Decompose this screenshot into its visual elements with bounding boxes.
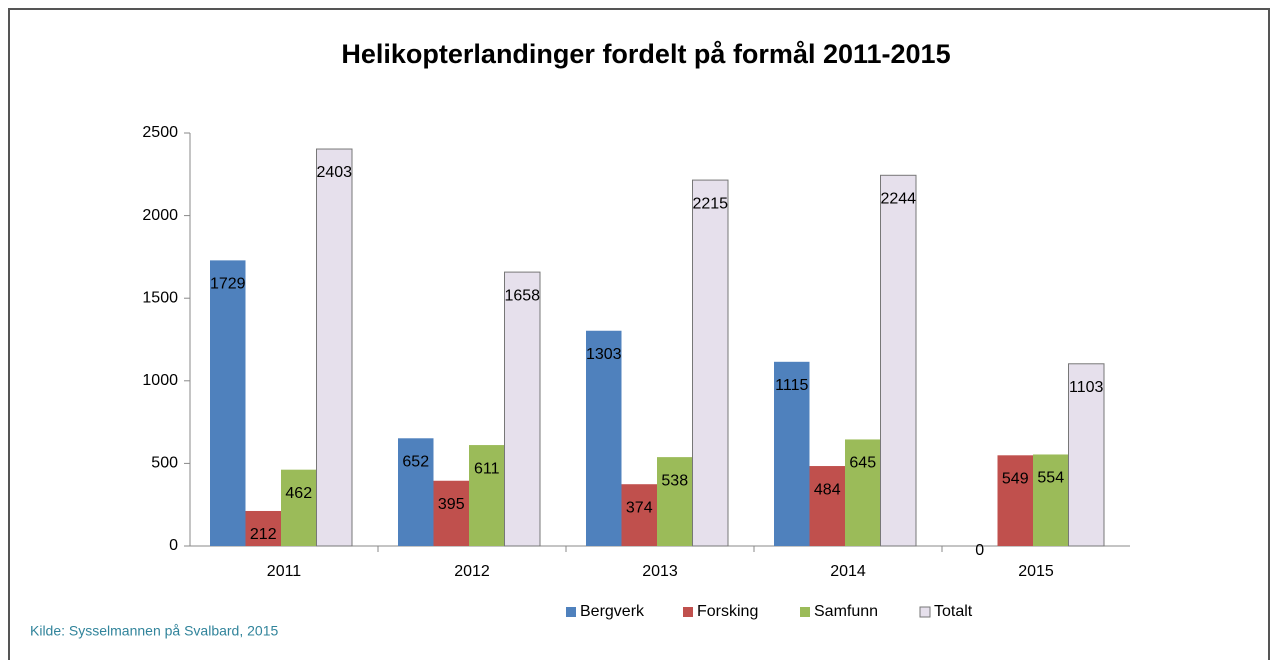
data-label: 484 xyxy=(814,481,841,498)
data-label: 1115 xyxy=(775,377,808,394)
bar xyxy=(621,484,657,546)
bar xyxy=(469,445,505,546)
data-label: 645 xyxy=(849,455,876,472)
bar xyxy=(774,361,810,546)
bar xyxy=(316,148,353,547)
bar xyxy=(281,469,317,546)
bar xyxy=(433,480,469,546)
data-label: 538 xyxy=(661,472,688,489)
chart-title: Helikopterlandinger fordelt på formål 20… xyxy=(341,39,950,69)
legend-label: Bergverk xyxy=(580,603,645,620)
x-tick-label: 2014 xyxy=(830,563,866,580)
bar xyxy=(692,179,729,547)
data-label: 212 xyxy=(250,526,277,543)
legend-swatch xyxy=(566,607,576,617)
bar xyxy=(1068,363,1105,547)
data-label: 395 xyxy=(438,496,465,513)
legend-label: Samfunn xyxy=(814,603,878,620)
source: Kilde: Sysselmannen på Svalbard, 2015 xyxy=(30,623,278,639)
data-label: 1303 xyxy=(586,346,622,363)
bar xyxy=(657,457,693,546)
y-tick-label: 2500 xyxy=(142,124,178,141)
bar xyxy=(210,260,246,546)
bar xyxy=(245,510,281,546)
bar xyxy=(809,466,845,546)
data-label: 1729 xyxy=(210,276,246,293)
data-label: 2403 xyxy=(316,164,352,181)
x-tick-label: 2013 xyxy=(642,563,678,580)
bar xyxy=(398,438,434,546)
chart-frame xyxy=(8,8,1270,660)
y-tick-label: 0 xyxy=(169,537,178,554)
x-tick-label: 2011 xyxy=(267,563,302,580)
data-label: 374 xyxy=(626,499,653,516)
legend-label: Forsking xyxy=(697,603,758,620)
data-label: 554 xyxy=(1037,470,1064,487)
bar xyxy=(845,439,881,546)
bar xyxy=(997,455,1033,546)
legend-swatch xyxy=(919,606,931,618)
bar xyxy=(1033,454,1069,546)
bar xyxy=(504,271,541,547)
data-label: 2215 xyxy=(692,195,728,212)
data-label: 0 xyxy=(975,542,984,559)
bar xyxy=(586,330,622,546)
x-tick-label: 2012 xyxy=(454,563,490,580)
y-tick-label: 1000 xyxy=(142,372,178,389)
data-label: 549 xyxy=(1002,471,1029,488)
data-label: 611 xyxy=(474,460,500,477)
data-label: 1658 xyxy=(504,287,540,304)
data-label: 652 xyxy=(402,454,429,471)
bar xyxy=(880,174,917,547)
legend-swatch xyxy=(683,607,693,617)
y-tick-label: 500 xyxy=(151,455,178,472)
legend-swatch xyxy=(800,607,810,617)
y-tick-label: 2000 xyxy=(142,207,178,224)
legend-label: Totalt xyxy=(934,603,973,620)
data-label: 462 xyxy=(285,485,312,502)
y-tick-label: 1500 xyxy=(142,289,178,306)
data-label: 2244 xyxy=(880,191,916,208)
x-tick-label: 2015 xyxy=(1018,563,1054,580)
data-label: 1103 xyxy=(1069,379,1104,396)
